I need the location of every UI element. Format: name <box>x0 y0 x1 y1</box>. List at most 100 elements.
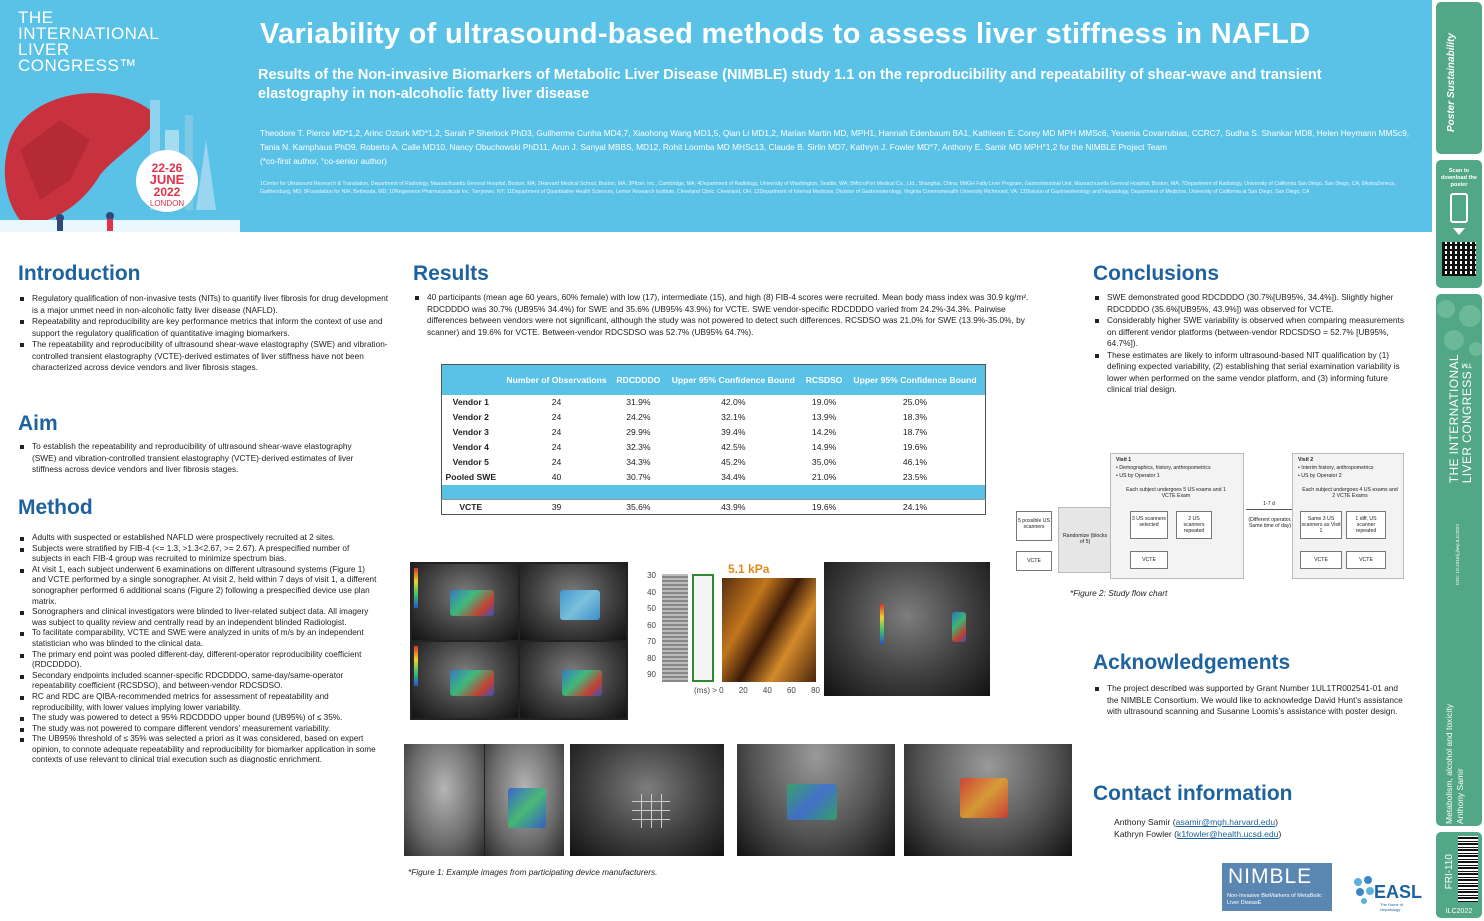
swe-roi <box>560 590 600 620</box>
email-link[interactable]: asamir@mgh.harvard.edu <box>1175 817 1276 827</box>
nimble-tagline: Non-Invasive BioMarkers of MetaBolic Liv… <box>1227 893 1322 906</box>
table-cell: 19.6% <box>803 499 845 515</box>
email-link[interactable]: k1fowler@health.ucsd.edu <box>1177 829 1279 839</box>
measurement-grid <box>632 794 670 828</box>
authors-text: Theodore T. Pierce MD*1,2, Arinc Ozturk … <box>260 128 1410 152</box>
list-item: To facilitate comparability, VCTE and SW… <box>18 628 380 649</box>
aim-heading: Aim <box>18 412 58 435</box>
nimble-wordmark: NIMBLE <box>1228 865 1313 888</box>
table-cell: 42.5% <box>721 442 746 452</box>
table-spacer-row <box>441 484 986 500</box>
vcte-depth-axis: 30 40 50 60 70 80 90 <box>634 568 656 688</box>
right-sidebar: Poster Sustainability Scan to download t… <box>1432 0 1484 921</box>
table-cell: Vendor 5 <box>452 457 489 467</box>
visit2-line: • Interim history, anthropometrics <box>1298 465 1374 471</box>
table-cell: 46.1% <box>902 457 928 467</box>
table-cell: 14.2% <box>811 427 837 437</box>
flow-box-scanners: 5 possible US scanners <box>1016 511 1052 541</box>
table-header <box>441 364 500 395</box>
list-item: Subjects were stratified by FIB-4 (<= 1.… <box>18 544 380 565</box>
list-item: The project described was supported by G… <box>1093 683 1411 718</box>
qr-code[interactable] <box>1442 242 1476 276</box>
contact-heading: Contact information <box>1093 782 1293 805</box>
spacer-cell <box>441 484 986 500</box>
table-cell: Vendor 3 <box>452 427 489 437</box>
list-item: Considerably higher SWE variability is o… <box>1093 315 1413 350</box>
date-year: 2022 <box>153 185 181 199</box>
swe-roi <box>960 778 1008 818</box>
sustainability-label: Poster Sustainability <box>1446 33 1457 132</box>
poster-code-panel: FRI-110 ILC2022 <box>1436 832 1482 918</box>
table-cell: 24.2% <box>626 412 651 422</box>
list-item: Adults with suspected or established NAF… <box>18 533 380 544</box>
table-cell: 32.3% <box>626 442 651 452</box>
axis-tick: 60 <box>647 620 656 630</box>
list-item: Sonographers and clinical investigators … <box>18 607 380 628</box>
date-city: LONDON <box>149 199 185 208</box>
date-badge: 22-26 JUNE 2022 LONDON <box>136 150 198 212</box>
table-header: Upper 95% Confidence Bound <box>845 364 986 395</box>
flow-box: Same 3 US scanners as Visit 1 <box>1300 511 1342 539</box>
table-cell: Vendor 4 <box>452 442 489 452</box>
table-cell: Pooled SWE <box>445 472 497 482</box>
table-cell: 18.7% <box>902 427 928 437</box>
table-cell: 34.4% <box>721 472 746 482</box>
gap-text: (Different operator, Same time of day) <box>1248 517 1292 530</box>
table-cell: 30.7% <box>626 472 651 482</box>
list-item: The study was not powered to compare dif… <box>18 724 380 735</box>
contact-name: Kathryn Fowler ( <box>1114 829 1178 839</box>
table-cell: 13.9% <box>811 412 837 422</box>
axis-tick: 80 <box>811 686 820 695</box>
table-row: Vendor 1 24 31.9% 42.0% 19.0% 25.0% <box>442 395 986 410</box>
table-cell: 24 <box>551 397 562 407</box>
congress-side-banner: THE INTERNATIONAL LIVER CONGRESS™ DOI: 1… <box>1436 294 1482 826</box>
presenter-name: Anthony Samir <box>1455 768 1465 825</box>
gap-arrow <box>1246 509 1292 510</box>
table-cell: 23.5% <box>902 472 928 482</box>
table-row: Vendor 4 24 32.3% 42.5% 14.9% 19.6% <box>442 440 986 455</box>
list-item: Regulatory qualification of non-invasive… <box>18 293 390 316</box>
visit1-line: • Demographics, history, anthropometrics <box>1116 465 1211 471</box>
nimble-logo: NIMBLE Non-Invasive BioMarkers of MetaBo… <box>1222 863 1332 911</box>
visit2-line: • US by Operator 2 <box>1298 473 1342 479</box>
table-header: Upper 95% Confidence Bound <box>663 364 804 395</box>
vcte-image: 30 40 50 60 70 80 90 5.1 kPa (ms) > 0 20… <box>632 562 820 712</box>
table-row: Vendor 5 24 34.3% 45.2% 35.0% 46.1% <box>442 455 986 470</box>
swe-roi <box>450 670 494 696</box>
flow-box: 2 US scanners repeated <box>1176 511 1212 539</box>
date-month: JUNE <box>149 172 185 187</box>
table-cell: 19.6% <box>902 442 928 452</box>
flow-box: 3 US scanners selected <box>1130 511 1168 539</box>
gap-days: 1-7 d <box>1263 501 1275 507</box>
randomize-arrow <box>1058 507 1112 573</box>
figure2-caption: *Figure 2: Study flow chart <box>1070 588 1168 598</box>
method-heading: Method <box>18 496 93 519</box>
table-cell: 24 <box>551 442 562 452</box>
contact-line: Anthony Samir (asamir@mgh.harvard.edu) <box>1114 816 1281 828</box>
table-cell: 24.1% <box>845 499 986 515</box>
visit2-title: Visit 2 <box>1298 457 1314 463</box>
conclusions-heading: Conclusions <box>1093 262 1220 285</box>
flow-box: VCTE <box>1130 551 1168 569</box>
table-cell: Vendor 2 <box>452 412 489 422</box>
aim-list: To establish the repeatability and repro… <box>18 441 378 476</box>
contact-paren: ) <box>1275 817 1278 827</box>
color-scale <box>880 604 884 644</box>
results-table: Number of Observations RDCDDDO Upper 95%… <box>441 364 986 515</box>
axis-tick: 20 <box>738 686 748 695</box>
axis-tick: 90 <box>647 670 656 679</box>
table-cell: VCTE <box>441 499 500 515</box>
list-item: Repeatability and reproducibility are ke… <box>18 316 390 339</box>
table-header: Number of Observations <box>499 364 614 395</box>
london-liver-illustration <box>0 93 240 232</box>
contact-name: Anthony Samir ( <box>1114 817 1176 827</box>
easl-logo: EASL The Home of Hepatology <box>1352 868 1424 914</box>
table-cell: 40 <box>551 472 562 482</box>
category-text: Metabolism, alcohol and toxicity Anthony… <box>1444 704 1466 824</box>
table-cell: 19.0% <box>811 397 837 407</box>
table-cell: 24 <box>551 457 562 467</box>
results-heading: Results <box>413 262 489 285</box>
author-note: (*co-first author, °co-senior author) <box>260 156 387 166</box>
table-row: Pooled SWE 40 30.7% 34.4% 21.0% 23.5% <box>442 470 986 485</box>
conclusions-list: SWE demonstrated good RDCDDDO (30.7%[UB9… <box>1093 292 1413 396</box>
